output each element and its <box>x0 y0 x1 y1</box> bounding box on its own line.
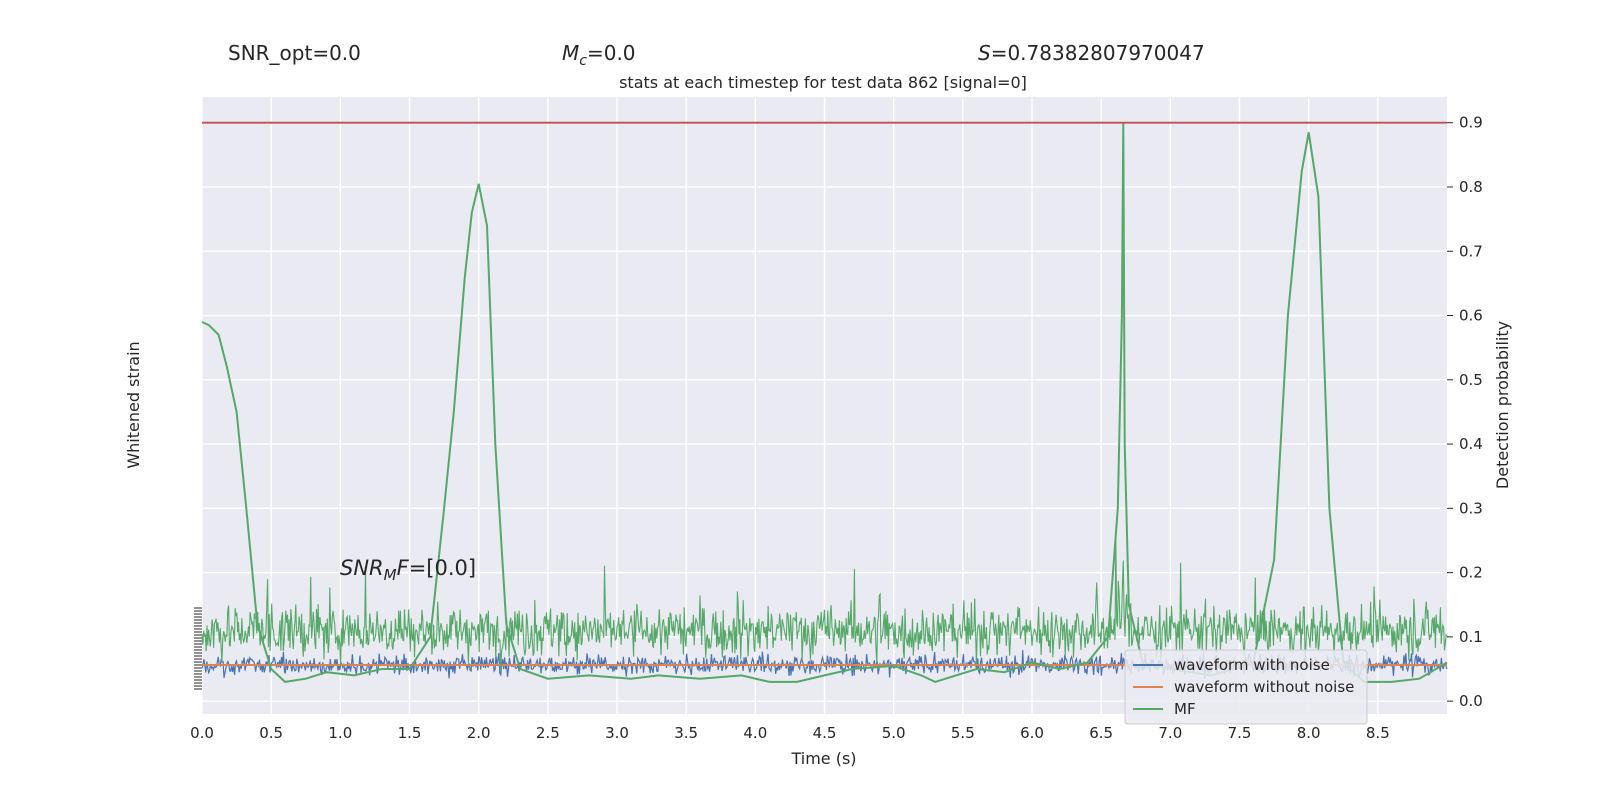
x-tick-label: 6.5 <box>1089 724 1113 742</box>
legend-label-noise: waveform with noise <box>1174 656 1330 674</box>
snr-mf-subscript: M <box>384 566 397 584</box>
x-tick-label: 5.5 <box>951 724 975 742</box>
y-tick-label: 0.2 <box>1459 564 1483 582</box>
x-tick-label: 2.0 <box>467 724 491 742</box>
x-axis-ticks: 0.0 0.5 1.0 1.5 2.0 2.5 3.0 3.5 4.0 4.5 5.0 5.5 6.0 6… <box>190 724 1390 742</box>
series-mf-noise <box>201 537 1448 672</box>
legend-label-mf: MF <box>1174 700 1196 718</box>
x-tick-label: 4.0 <box>743 724 767 742</box>
x-tick-label: 6.0 <box>1020 724 1044 742</box>
x-tick-label: 3.5 <box>674 724 698 742</box>
snr-mf-value: =[0.0] <box>409 556 476 580</box>
y-tick-label: 0.5 <box>1459 371 1483 389</box>
legend-box <box>1124 649 1368 725</box>
x-tick-label: 3.0 <box>605 724 629 742</box>
y-tick-label: 0.1 <box>1459 628 1483 646</box>
right-axis-label: Detection probability <box>1493 321 1512 489</box>
right-axis-ticks: 0.0 0.1 0.2 0.3 0.4 0.5 0.6 0.7 0.8 0.9 <box>1447 114 1483 710</box>
series-mf-curve <box>201 122 1448 683</box>
y-tick-label: 0.7 <box>1459 242 1483 260</box>
snr-mf-annotation: SNRMF=[0.0] <box>340 556 476 584</box>
x-tick-label: 7.5 <box>1228 724 1252 742</box>
y-tick-label: 0.4 <box>1459 435 1483 453</box>
snr-mf-prefix: SNR <box>340 556 384 580</box>
chirp-mass-label: Mc=0.0 <box>562 41 636 69</box>
x-tick-label: 1.0 <box>328 724 352 742</box>
left-axis-ticks <box>194 607 202 690</box>
y-tick-label: 0.3 <box>1459 499 1483 517</box>
x-tick-label: 7.0 <box>1158 724 1182 742</box>
x-tick-label: 0.0 <box>190 724 214 742</box>
x-axis-label: Time (s) <box>790 749 856 768</box>
x-tick-label: 4.5 <box>813 724 837 742</box>
snr-mf-mid: F <box>397 556 410 580</box>
legend-label-clean: waveform without noise <box>1174 678 1354 696</box>
legend: waveform with noise waveform without noi… <box>1124 649 1368 725</box>
s-value: =0.78382807970047 <box>991 41 1205 65</box>
s-stat-label: S=0.78382807970047 <box>978 41 1205 65</box>
y-tick-label: 0.6 <box>1459 307 1483 325</box>
snr-opt-label: SNR_opt=0.0 <box>228 41 361 65</box>
x-tick-label: 8.5 <box>1366 724 1390 742</box>
y-tick-label: 0.8 <box>1459 178 1483 196</box>
mc-value: =0.0 <box>587 41 636 65</box>
mc-symbol: M <box>562 41 579 65</box>
s-symbol: S <box>978 41 991 65</box>
x-tick-label: 2.5 <box>536 724 560 742</box>
chart-title: stats at each timestep for test data 862… <box>619 73 1027 92</box>
left-axis-label: Whitened strain <box>124 341 143 468</box>
x-tick-label: 1.5 <box>398 724 422 742</box>
y-tick-label: 0.0 <box>1459 692 1483 710</box>
mc-subscript: c <box>579 53 587 69</box>
mf-noise-trace <box>201 537 1448 672</box>
x-tick-label: 0.5 <box>259 724 283 742</box>
x-tick-label: 8.0 <box>1297 724 1321 742</box>
y-tick-label: 0.9 <box>1459 114 1483 132</box>
x-tick-label: 5.0 <box>882 724 906 742</box>
